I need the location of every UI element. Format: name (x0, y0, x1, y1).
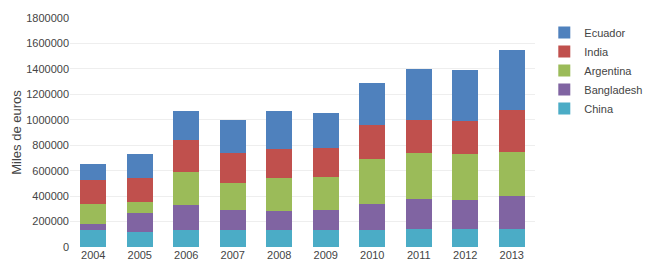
svg-text:1600000: 1600000 (26, 37, 69, 49)
svg-text:400000: 400000 (32, 190, 69, 202)
svg-text:800000: 800000 (32, 139, 69, 151)
svg-text:Ecuador: Ecuador (584, 27, 625, 39)
svg-text:2009: 2009 (314, 249, 338, 261)
svg-text:India: India (584, 46, 609, 58)
svg-text:1000000: 1000000 (26, 114, 69, 126)
svg-text:2005: 2005 (128, 249, 152, 261)
svg-text:Miles de euros: Miles de euros (9, 90, 24, 175)
svg-text:0: 0 (63, 241, 69, 253)
svg-text:2011: 2011 (407, 249, 431, 261)
svg-text:600000: 600000 (32, 165, 69, 177)
svg-text:2006: 2006 (174, 249, 198, 261)
svg-text:Bangladesh: Bangladesh (584, 84, 642, 96)
svg-text:2007: 2007 (221, 249, 245, 261)
svg-text:2004: 2004 (81, 249, 105, 261)
svg-text:2012: 2012 (453, 249, 477, 261)
svg-text:2010: 2010 (360, 249, 384, 261)
svg-text:2013: 2013 (500, 249, 524, 261)
svg-text:Argentina: Argentina (584, 65, 632, 77)
svg-text:China: China (584, 103, 614, 115)
svg-text:1400000: 1400000 (26, 63, 69, 75)
svg-text:2008: 2008 (267, 249, 291, 261)
svg-text:1200000: 1200000 (26, 88, 69, 100)
svg-text:200000: 200000 (32, 215, 69, 227)
svg-text:1800000: 1800000 (26, 12, 69, 24)
